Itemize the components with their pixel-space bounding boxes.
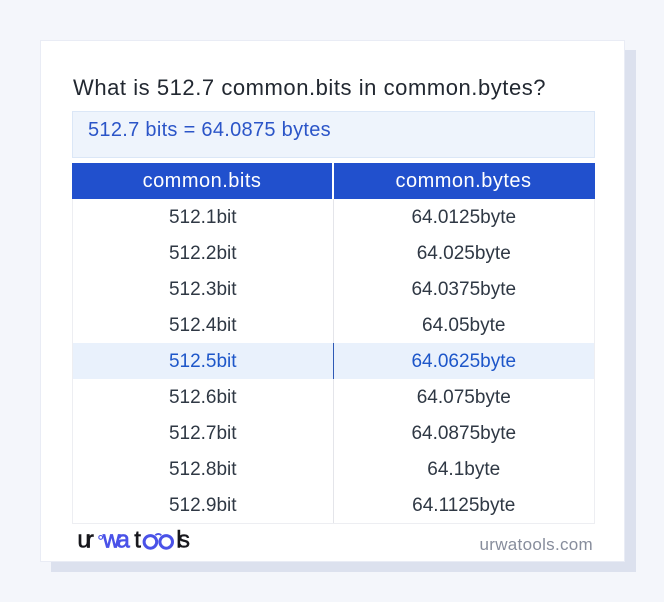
svg-text:ls: ls bbox=[176, 527, 190, 553]
svg-text:wa: wa bbox=[102, 527, 131, 553]
svg-text:ur: ur bbox=[77, 527, 94, 553]
svg-text:t: t bbox=[134, 527, 141, 553]
